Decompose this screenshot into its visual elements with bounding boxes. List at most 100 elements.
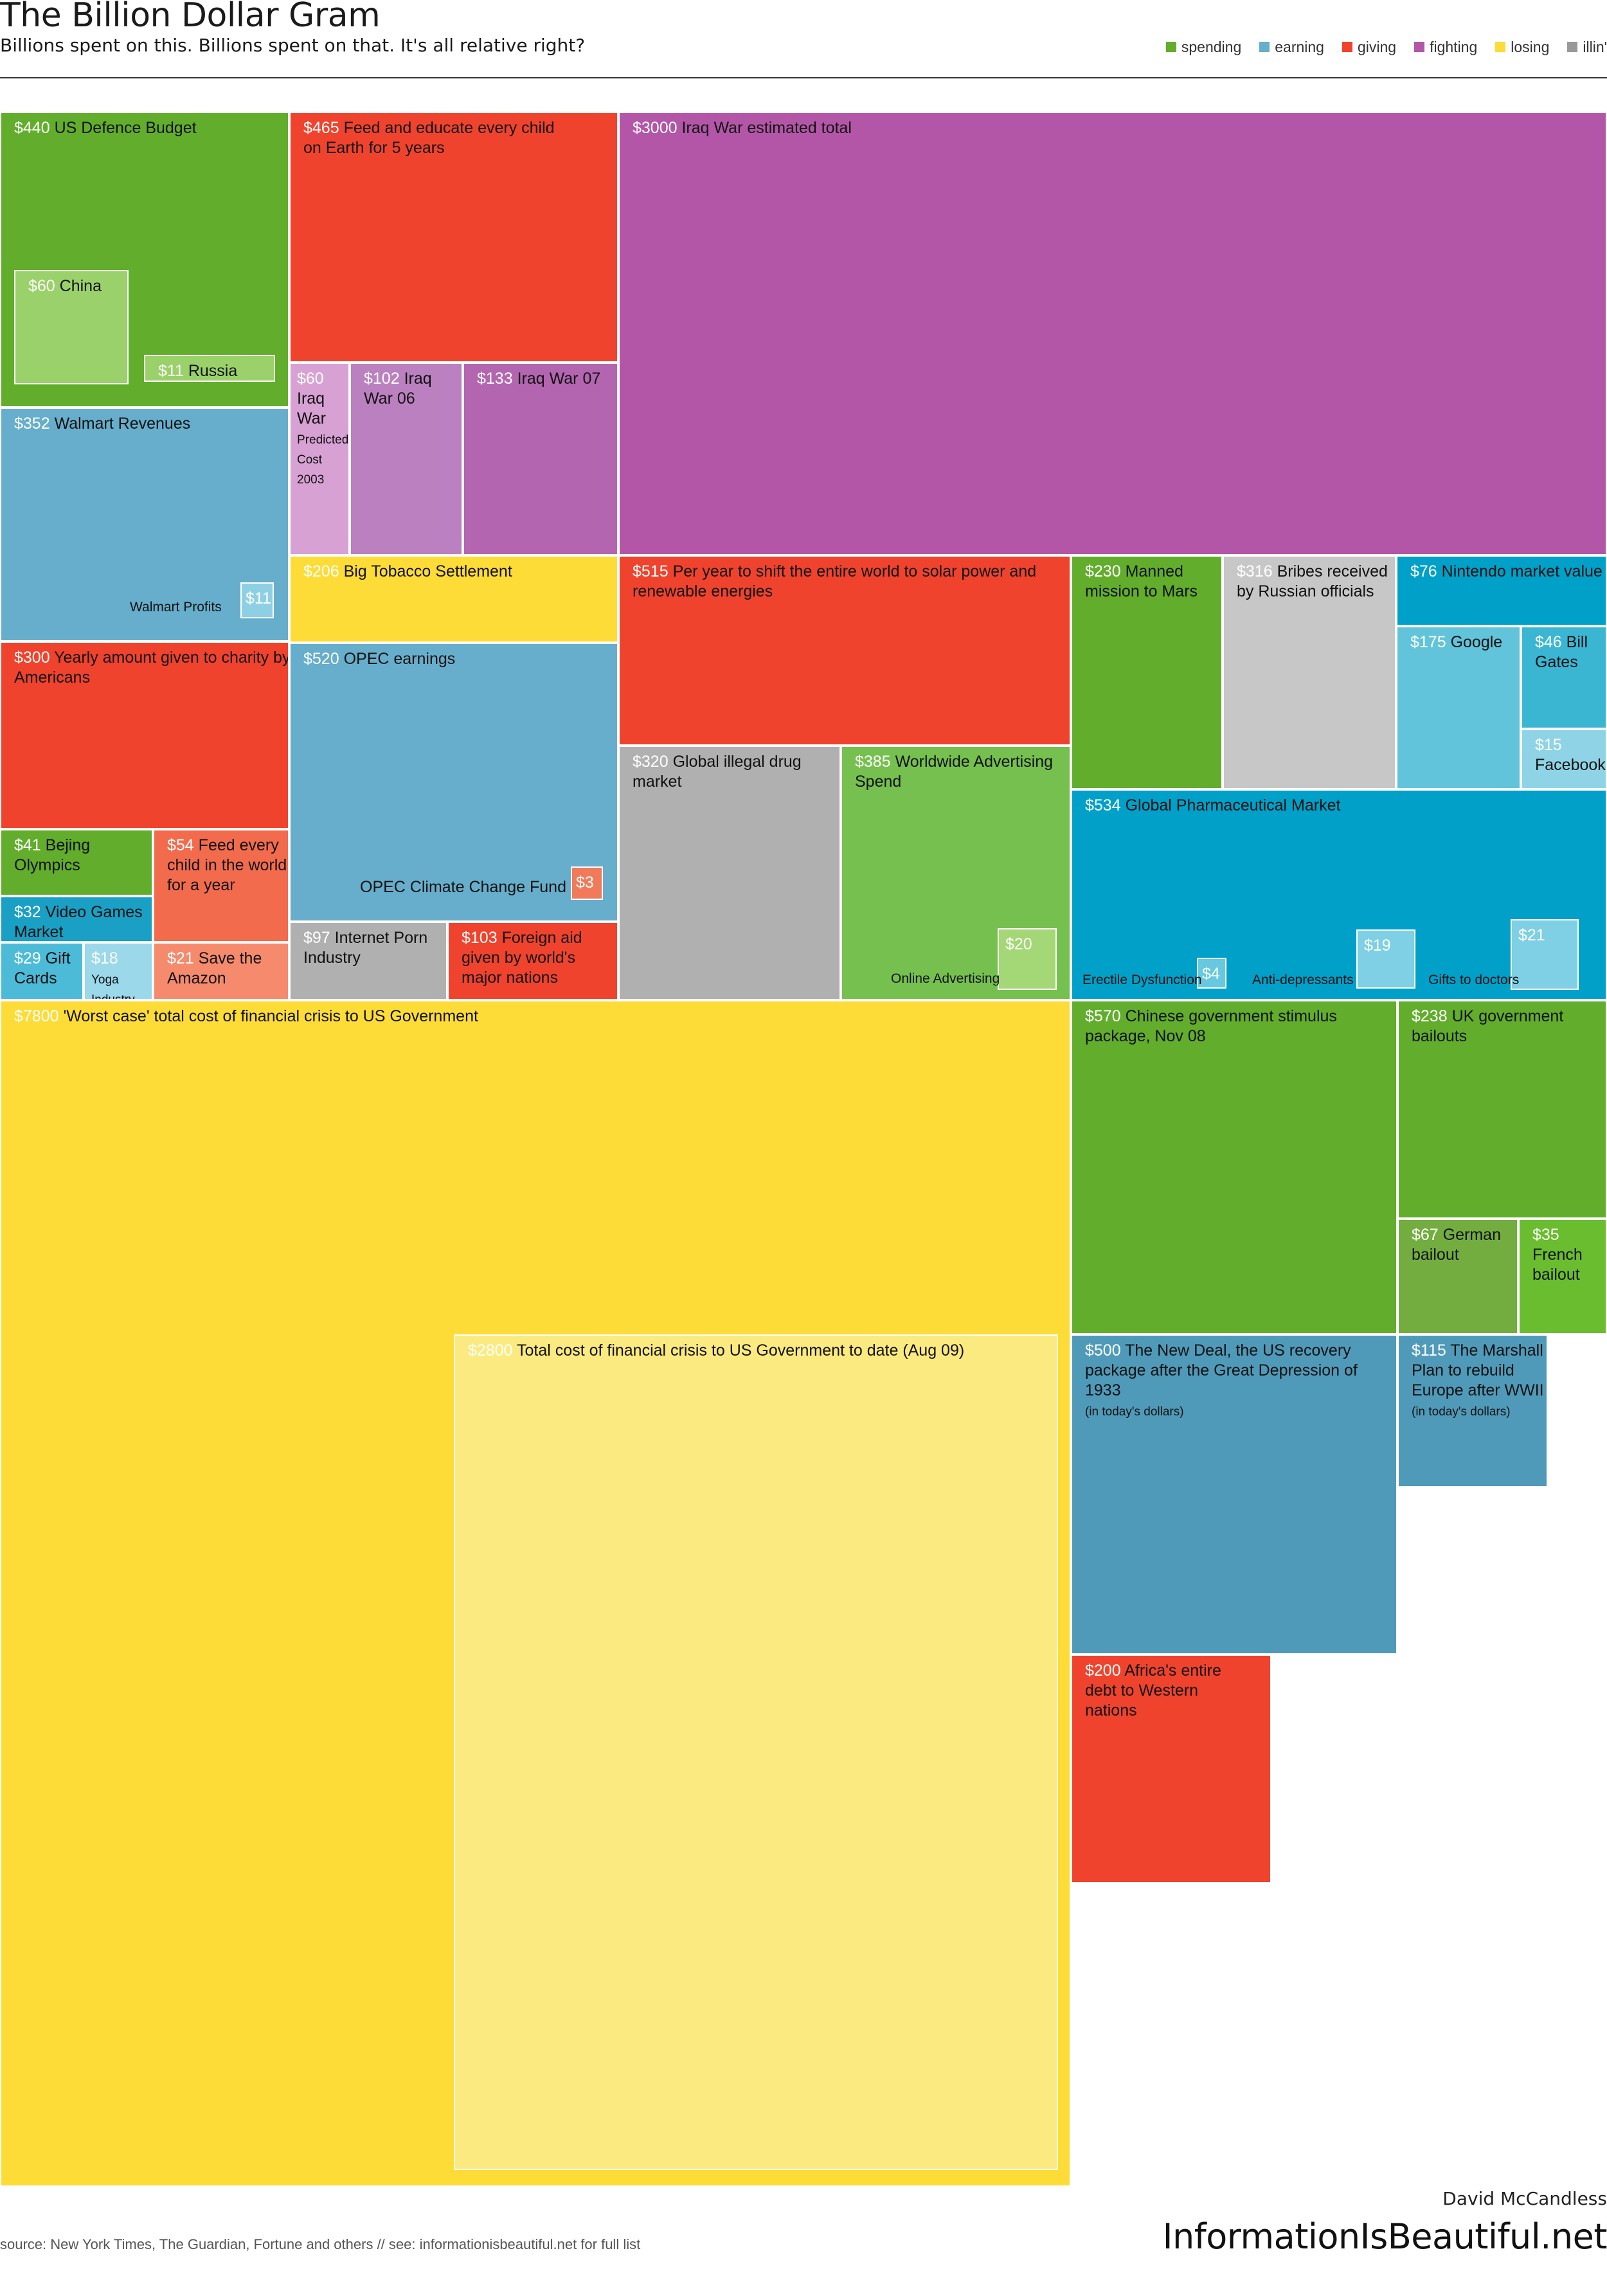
legend-label: illin' <box>1583 38 1607 55</box>
cell-label: $385 Worldwide Advertising Spend <box>855 752 1070 792</box>
cell-value: $67 <box>1412 1226 1439 1244</box>
cell-label: $21 Save the Amazon <box>167 949 288 989</box>
treemap-cell-marshall: $115 The Marshall Plan to rebuild Europe… <box>1397 1334 1548 1487</box>
cell-text: Bejing Olympics <box>14 836 91 874</box>
cell-label: $175 Google <box>1410 632 1520 652</box>
cell-text: Manned mission to Mars <box>1085 562 1198 600</box>
cell-note: (in today's dollars) <box>1085 1405 1184 1419</box>
treemap-cell-drugs: $320 Global illegal drug market <box>618 746 841 1000</box>
cell-text: Iraq War estimated total <box>681 119 852 137</box>
cell-label: $15 Facebook <box>1535 735 1606 775</box>
cell-value: $20 <box>1005 935 1032 953</box>
cell-label: $316 Bribes received by Russian official… <box>1237 562 1395 602</box>
treemap-cell-feed-educate: $465 Feed and educate every child on Ear… <box>289 112 618 363</box>
treemap-cell-iraq-06: $102 Iraq War 06 <box>350 363 463 555</box>
cell-text: Google <box>1450 633 1503 651</box>
cell-value: $230 <box>1085 562 1121 580</box>
legend: spending earning giving fighting losing … <box>1165 37 1607 57</box>
cell-value: $11 <box>246 589 271 607</box>
cell-text: Facebook <box>1535 756 1606 774</box>
cell-label: $3 <box>576 873 595 893</box>
cell-text: Bill Gates <box>1535 633 1588 671</box>
cell-label: $115 The Marshall Plan to rebuild Europe… <box>1412 1341 1547 1421</box>
cell-value: $32 <box>14 903 41 921</box>
legend-swatch <box>1342 42 1352 52</box>
treemap-cell-walmart-profits: $11 <box>240 582 274 618</box>
cell-label: $54 Feed every child in the world for a … <box>167 836 288 895</box>
cell-value: $534 <box>1085 796 1121 814</box>
cell-text: Bribes received by Russian officials <box>1237 562 1388 600</box>
cell-text: Chinese government stimulus package, Nov… <box>1085 1007 1337 1045</box>
cell-text: French bailout <box>1532 1246 1583 1284</box>
cell-outside-label: Online Advertising <box>891 971 1000 986</box>
cell-text: Yoga Industry <box>91 973 135 1000</box>
cell-text: The Marshall Plan to rebuild Europe afte… <box>1412 1341 1544 1399</box>
legend-swatch <box>1165 42 1176 52</box>
cell-text: Total cost of financial crisis to US Gov… <box>517 1341 965 1359</box>
treemap-cell-google: $175 Google <box>1396 626 1521 789</box>
cell-text: Global illegal drug market <box>633 753 802 791</box>
source-note: source: New York Times, The Guardian, Fo… <box>0 2236 641 2252</box>
legend-swatch <box>1567 42 1578 52</box>
cell-label: $320 Global illegal drug market <box>633 752 838 792</box>
cell-label: $4 <box>1202 964 1220 984</box>
brand-logo: InformationIsBeautiful.net <box>1162 2216 1607 2257</box>
treemap-cell-french-bailout: $35 French bailout <box>1518 1219 1607 1334</box>
cell-label: $32 Video Games Market <box>14 902 152 941</box>
cell-text: Big Tobacco Settlement <box>343 562 512 580</box>
treemap-cell-mars: $230 Manned mission to Mars <box>1071 555 1223 789</box>
cell-value: $352 <box>14 415 50 433</box>
cell-text: Per year to shift the entire world to so… <box>633 562 1037 600</box>
treemap-cell-foreign-aid: $103 Foreign aid given by world's major … <box>447 922 618 1000</box>
cell-text: Gift Cards <box>14 949 71 987</box>
treemap-cell-gift-cards: $29 Gift Cards <box>0 942 84 1000</box>
legend-swatch <box>1495 42 1506 52</box>
treemap-cell-gifts-doctors: $21 <box>1511 919 1579 990</box>
cell-value: $316 <box>1237 562 1273 580</box>
legend-item-spending: spending <box>1165 38 1242 56</box>
cell-value: $46 <box>1535 633 1562 651</box>
treemap-cell-tobacco: $206 Big Tobacco Settlement <box>289 555 618 643</box>
cell-value: $440 <box>14 119 50 137</box>
cell-label: $41 Bejing Olympics <box>14 836 152 875</box>
cell-value: $115 <box>1412 1341 1446 1359</box>
treemap-cell-solar: $515 Per year to shift the entire world … <box>618 555 1071 746</box>
cell-value: $102 <box>364 370 400 388</box>
cell-text: Feed every child in the world for a year <box>167 836 287 894</box>
cell-label: $200 Africa's entire debt to Western nat… <box>1085 1661 1239 1721</box>
treemap-cell-iraq-total: $3000 Iraq War estimated total <box>618 112 1607 555</box>
cell-text: UK government bailouts <box>1412 1007 1564 1045</box>
cell-label: $440 US Defence Budget <box>14 118 282 138</box>
treemap-cell-china-stimulus: $570 Chinese government stimulus package… <box>1071 1000 1397 1334</box>
cell-text: German bailout <box>1412 1226 1501 1264</box>
cell-text: Africa's entire debt to Western nations <box>1085 1662 1221 1719</box>
legend-label: spending <box>1181 38 1242 55</box>
cell-label: $206 Big Tobacco Settlement <box>303 562 611 582</box>
cell-value: $175 <box>1410 633 1446 651</box>
cell-label: $515 Per year to shift the entire world … <box>633 562 1070 602</box>
cell-label: $500 The New Deal, the US recovery packa… <box>1085 1341 1381 1421</box>
cell-label: $230 Manned mission to Mars <box>1085 562 1214 602</box>
treemap-cell-opec-climate: $3 <box>571 866 603 900</box>
cell-label: $534 Global Pharmaceutical Market <box>1085 796 1599 816</box>
treemap-cell-video-games: $32 Video Games Market <box>0 896 153 942</box>
cell-text: The New Deal, the US recovery package af… <box>1085 1341 1358 1399</box>
cell-value: $3000 <box>633 119 678 137</box>
cell-label: $300 Yearly amount given to charity by A… <box>14 648 288 688</box>
treemap-cell-facebook: $15 Facebook <box>1521 729 1607 789</box>
cell-label: $60 China <box>28 276 121 296</box>
treemap-cell-charity: $300 Yearly amount given to charity by A… <box>0 641 289 829</box>
cell-text: US Defence Budget <box>54 119 197 137</box>
cell-label: $103 Foreign aid given by world's major … <box>462 928 603 988</box>
cell-text: China <box>59 277 102 295</box>
treemap-cell-new-deal: $500 The New Deal, the US recovery packa… <box>1071 1334 1397 1655</box>
cell-label: $520 OPEC earnings <box>303 649 611 669</box>
cell-value: $18 <box>91 949 118 967</box>
cell-value: $500 <box>1085 1341 1121 1359</box>
cell-label: $67 German bailout <box>1412 1225 1508 1265</box>
cell-label: $76 Nintendo market value <box>1410 562 1603 582</box>
cell-value: $200 <box>1085 1662 1121 1680</box>
cell-value: $41 <box>14 836 41 854</box>
